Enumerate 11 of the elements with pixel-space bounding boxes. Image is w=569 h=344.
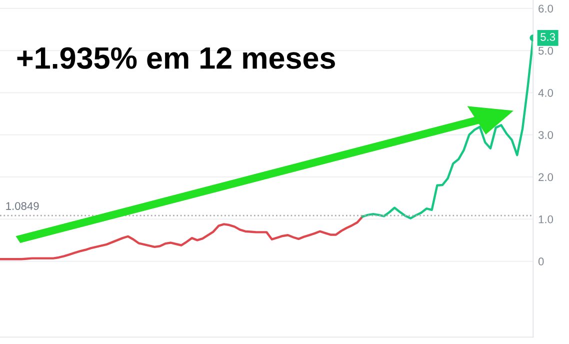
- line-series: [0, 215, 364, 260]
- y-tick-label: 4.0: [538, 88, 554, 97]
- ref-line-label: 1.0849: [6, 202, 39, 210]
- annotation: +1.935% em 12 meses: [17, 47, 335, 69]
- y-tick-label: 0: [538, 258, 544, 266]
- y-tick-label: 1.0: [538, 215, 554, 224]
- y-tick-label: 2.0: [538, 173, 554, 182]
- text: 5.3: [540, 33, 556, 41]
- y-tick-label: 5.0: [538, 46, 554, 55]
- y-tick-label: 6.0: [538, 4, 554, 13]
- y-tick-label: 3.0: [538, 131, 554, 139]
